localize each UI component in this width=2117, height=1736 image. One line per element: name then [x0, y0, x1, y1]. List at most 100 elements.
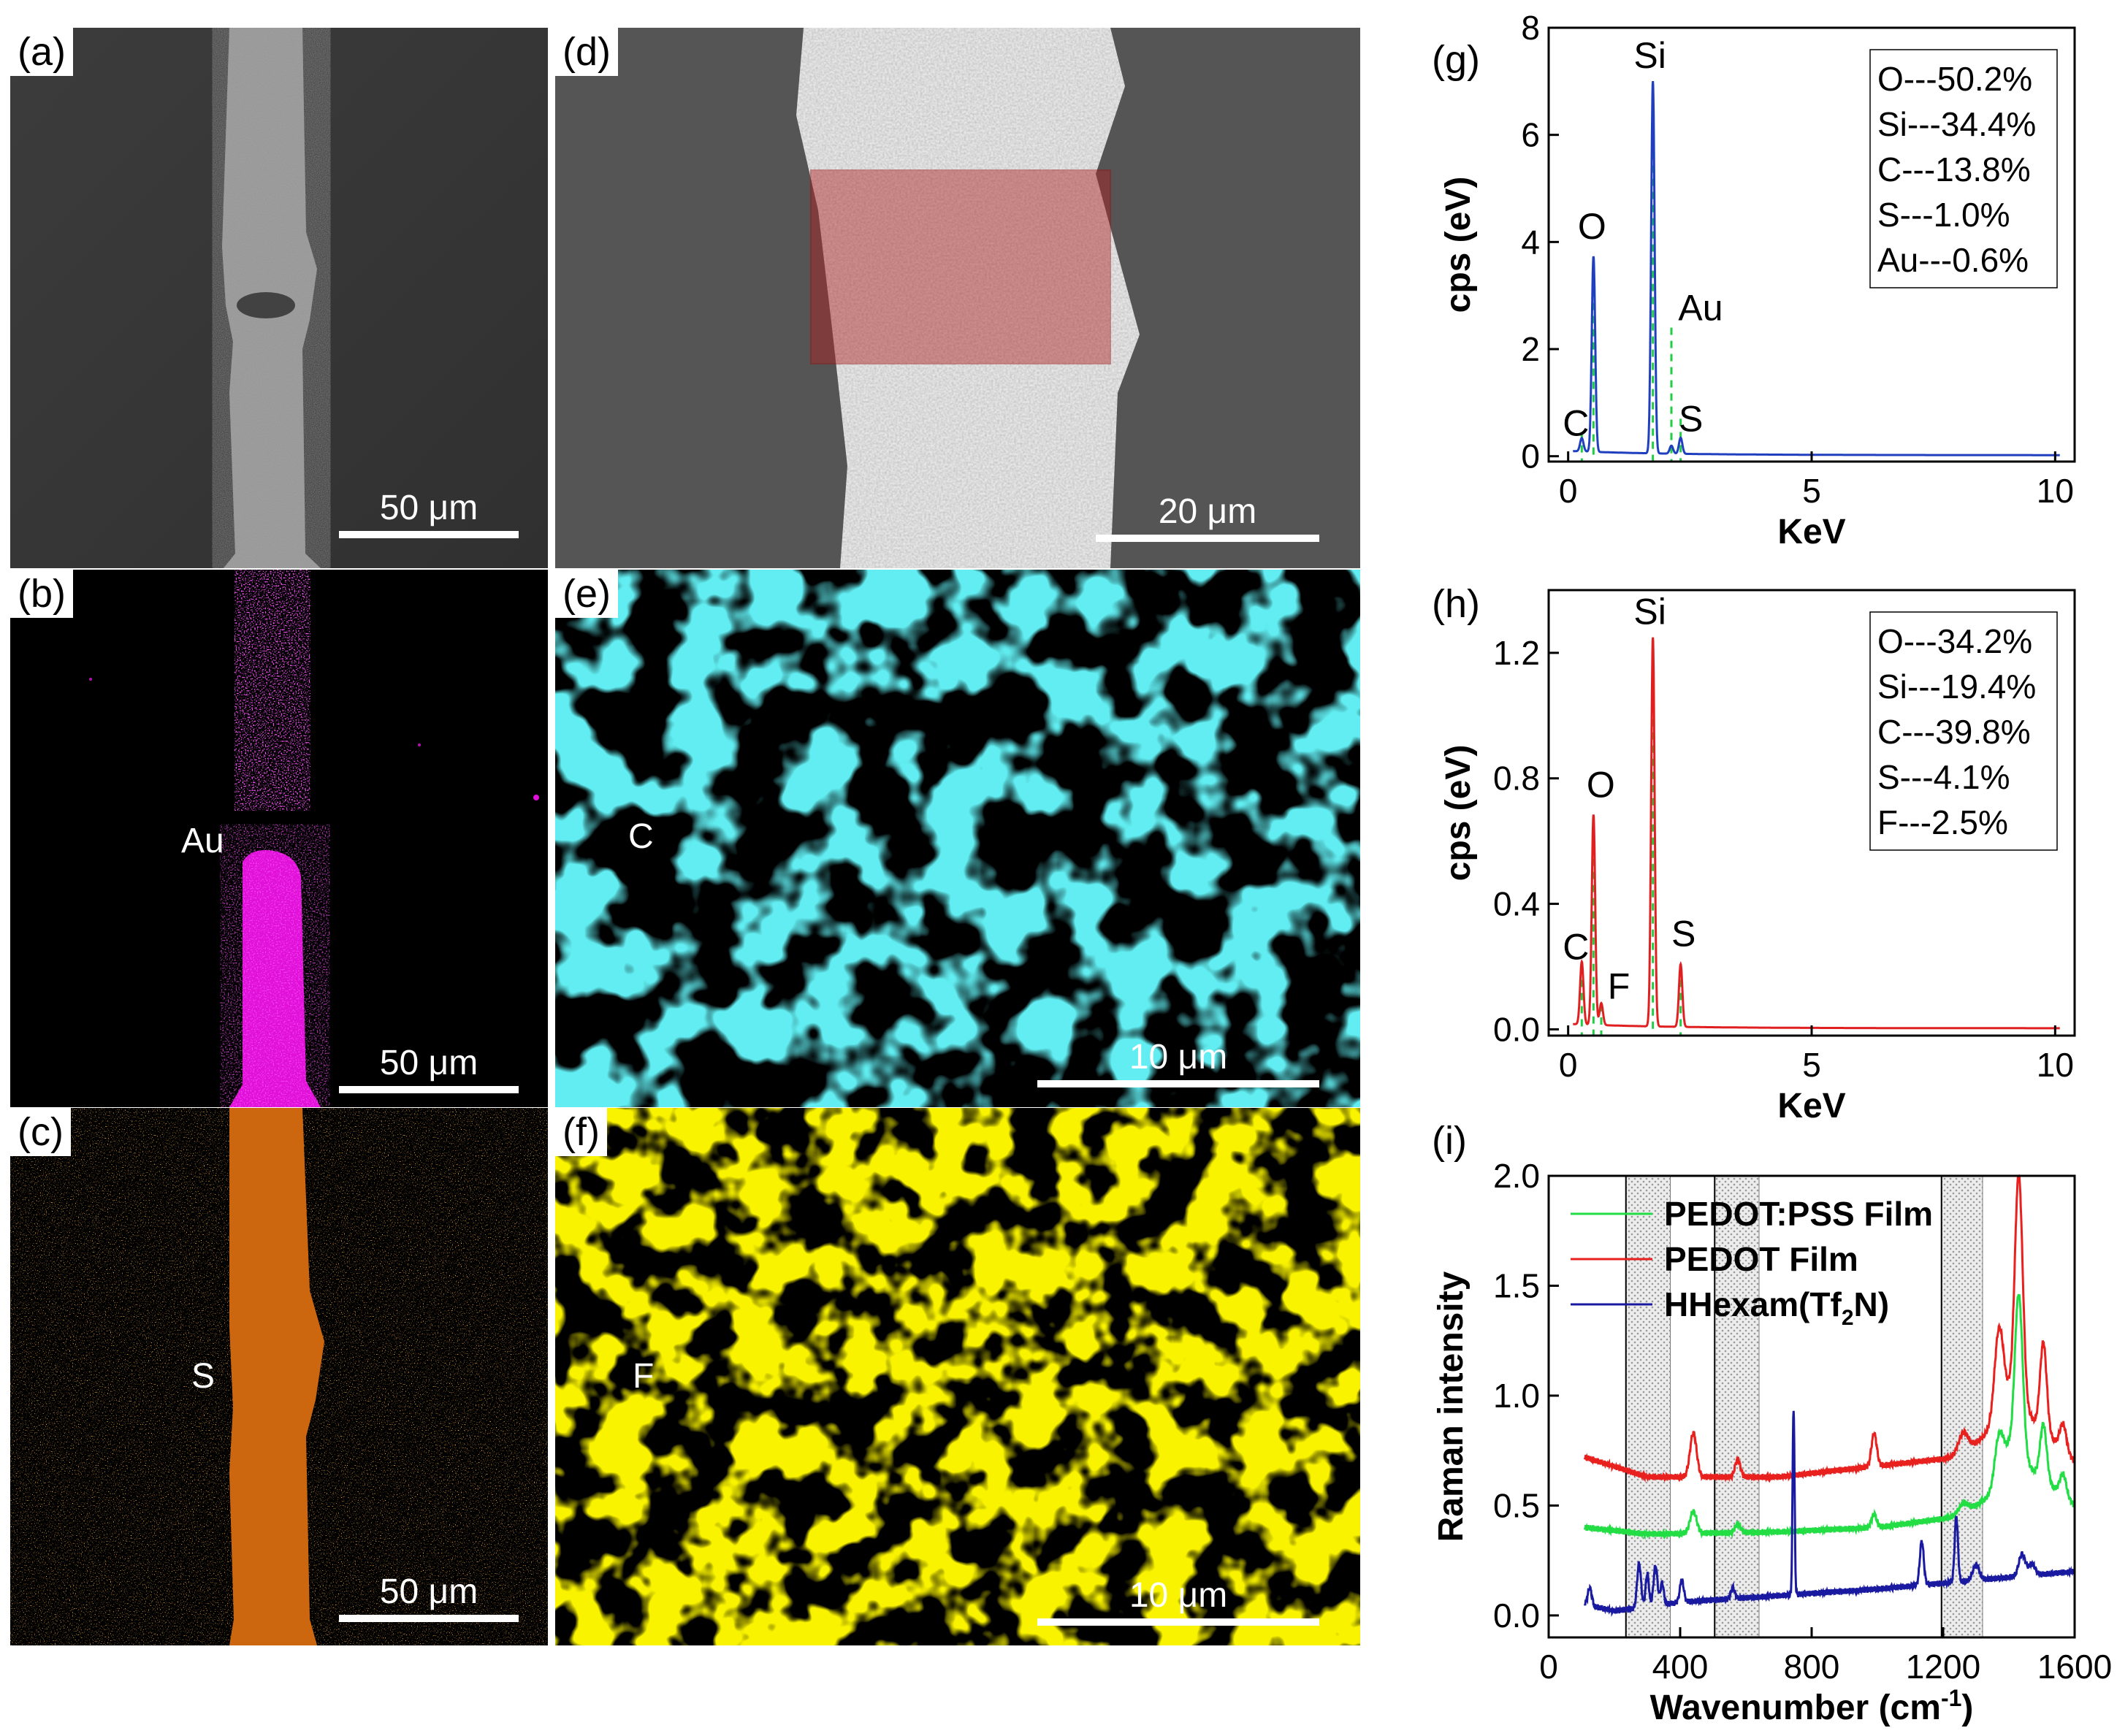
series-line-1	[1584, 1174, 2076, 1483]
panel-a-scale-bar	[339, 531, 519, 538]
peak-label-o: O	[1578, 206, 1606, 247]
x-tick-label-2: 10	[2037, 1046, 2074, 1084]
chart-g: (g) C O Si Au S 0 5 10 0 2 4 6 8 KeV cps (eV) O---50.2% S…	[1432, 9, 2076, 551]
composition-entry: O---50.2%	[1877, 60, 2032, 98]
panel-d-sem: (d) 20 μm	[555, 28, 1360, 568]
y-tick-label-0: 0	[1521, 437, 1540, 475]
shaded-band-2	[1941, 1176, 1983, 1637]
x-axis-label-main: Wavenumber (cm	[1650, 1689, 1941, 1727]
panel-c-element: S	[191, 1357, 215, 1396]
panel-e-label: (e)	[555, 570, 618, 618]
panel-c-s-map: (c) S 50 μm	[10, 1108, 548, 1645]
panel-e-scale-text: 10 μm	[1129, 1038, 1228, 1077]
composition-entry: C---39.8%	[1877, 713, 2031, 751]
panel-e-scale-bar	[1037, 1080, 1319, 1087]
y-tick-label-3: 1.5	[1493, 1266, 1540, 1304]
y-tick-label-2: 1.0	[1493, 1377, 1540, 1415]
y-tick-label-0: 0.0	[1493, 1597, 1540, 1634]
panel-h-label: (h)	[1432, 582, 1480, 626]
panel-f-label: (f)	[555, 1108, 607, 1156]
composition-entry: O---34.2%	[1877, 622, 2032, 660]
x-tick-label-1: 5	[1802, 1046, 1821, 1084]
x-axis-label-sup: -1	[1941, 1685, 1961, 1711]
panel-d-label: (d)	[555, 28, 618, 76]
panel-a-sem: (a) 50 μm	[10, 28, 548, 568]
panel-g-label: (g)	[1432, 38, 1480, 82]
panel-i-label: (i)	[1432, 1119, 1467, 1163]
y-tick-label-2: 0.8	[1493, 760, 1540, 798]
panel-b-scale-text: 50 μm	[379, 1044, 478, 1082]
y-tick-label-4: 2.0	[1493, 1157, 1540, 1195]
panel-e-c-map: (e) C 10 μm	[555, 570, 1360, 1107]
chart-h: (h) C O F Si S 0 5 10 0.0 0.4 0.8 1.2 KeV cps (eV) O---…	[1432, 582, 2076, 1125]
spectrum-line-h	[1573, 637, 2060, 1030]
legend-label-1: PEDOT Film	[1664, 1240, 1858, 1278]
peak-label-o: O	[1587, 765, 1615, 806]
composition-entry: C---13.8%	[1877, 150, 2031, 188]
panel-c-scalebar: 50 μm	[339, 1572, 519, 1622]
legend-label-end: N)	[1854, 1285, 1890, 1323]
composition-entry: F---2.5%	[1877, 803, 2008, 841]
x-axis-label-g: KeV	[1777, 513, 1845, 551]
x-tick-label-2: 800	[1784, 1648, 1840, 1686]
panel-f-f-map: (f) F 10 μm	[555, 1108, 1360, 1645]
panel-f-element: F	[633, 1357, 655, 1396]
y-axis-label-h: cps (eV)	[1439, 745, 1478, 882]
peak-label-c: C	[1563, 926, 1589, 967]
panel-f-scale-bar	[1037, 1618, 1319, 1626]
x-tick-label-1: 5	[1802, 472, 1821, 510]
c-map-image	[555, 570, 1360, 1107]
legend-label-sub: 2	[1842, 1306, 1854, 1330]
panel-b-scalebar: 50 μm	[339, 1043, 519, 1093]
panel-d-scale-bar	[1096, 535, 1319, 542]
panel-d-scale-text: 20 μm	[1158, 492, 1257, 531]
panel-e-element: C	[628, 817, 654, 856]
panel-b-element: Au	[181, 822, 224, 860]
peak-label-si: Si	[1633, 592, 1666, 632]
panel-a-scalebar: 50 μm	[339, 488, 519, 538]
x-tick-label-0: 0	[1559, 1046, 1578, 1084]
y-axis-label-i: Raman intensity	[1432, 1271, 1471, 1542]
y-tick-label-0: 0.0	[1493, 1010, 1540, 1048]
composition-box-g	[1869, 49, 2058, 288]
x-axis-label-i: Wavenumber (cm-1)	[1650, 1685, 1974, 1727]
s-map-image	[10, 1108, 548, 1645]
peak-label-si: Si	[1633, 35, 1666, 76]
series-line-0	[1584, 1293, 2076, 1540]
panel-b-au-map: (b) Au 50 μm	[10, 570, 548, 1107]
peak-label-f: F	[1608, 965, 1630, 1006]
legend-label-0: PEDOT:PSS Film	[1664, 1195, 1933, 1233]
au-map-image	[89, 570, 539, 1107]
peak-label-s: S	[1671, 913, 1695, 954]
series-line-2	[1584, 1410, 2076, 1618]
peak-label-c: C	[1563, 402, 1589, 443]
composition-entry: S---4.1%	[1877, 758, 2010, 796]
x-tick-label-3: 1200	[1906, 1648, 1980, 1686]
panel-f-scalebar: 10 μm	[1037, 1575, 1319, 1626]
roi-box	[810, 169, 1111, 364]
legend-label-main: HHexam(Tf	[1664, 1285, 1842, 1323]
y-tick-label-1: 0.4	[1493, 885, 1540, 923]
panel-f-scale-text: 10 μm	[1129, 1576, 1228, 1615]
panel-c-scale-text: 50 μm	[379, 1572, 478, 1611]
chart-i: (i) 0 400 800 1200 1600 0.0 0.5 1.0 1.5 2.0 Wavenum…	[1432, 1119, 2112, 1727]
y-tick-label-1: 2	[1521, 330, 1540, 368]
y-tick-label-3: 6	[1521, 116, 1540, 154]
legend-label-2: HHexam(Tf2N)	[1664, 1285, 1889, 1330]
panel-e-scalebar: 10 μm	[1037, 1037, 1319, 1087]
x-tick-label-0: 0	[1559, 472, 1578, 510]
y-tick-label-1: 0.5	[1493, 1486, 1540, 1524]
panel-b-label: (b)	[10, 570, 73, 618]
x-axis-label-end: )	[1961, 1689, 1973, 1727]
y-tick-label-3: 1.2	[1493, 634, 1540, 672]
shaded-band-0	[1625, 1176, 1671, 1637]
y-tick-label-4: 8	[1521, 9, 1540, 47]
y-axis-label-g: cps (eV)	[1439, 177, 1478, 313]
panel-a-label: (a)	[10, 28, 73, 76]
x-tick-label-0: 0	[1539, 1648, 1558, 1686]
panel-c-scale-bar	[339, 1615, 519, 1622]
f-map-image	[555, 1108, 1360, 1645]
sem-image-d	[555, 28, 1360, 568]
